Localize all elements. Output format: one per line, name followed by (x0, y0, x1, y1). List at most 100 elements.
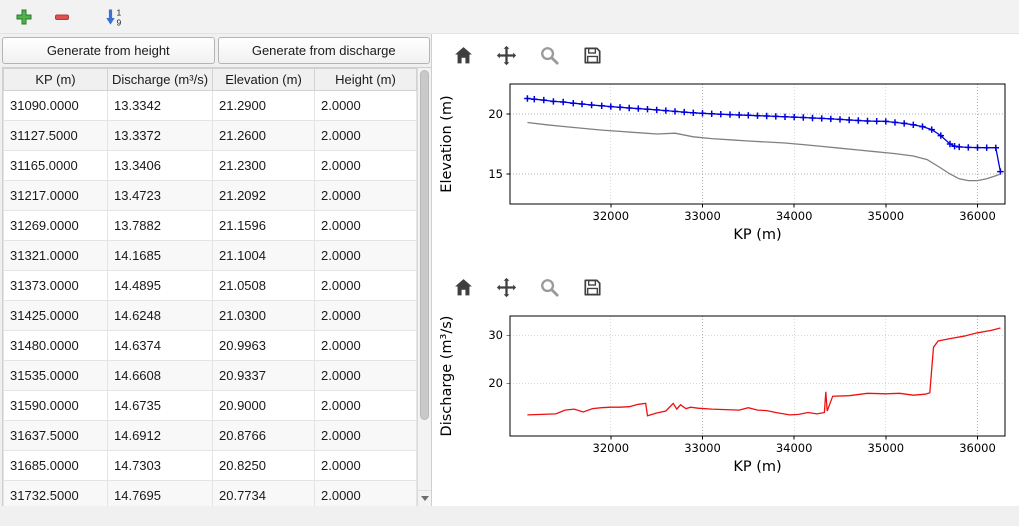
table-cell[interactable]: 14.7303 (107, 450, 213, 481)
table-cell[interactable]: 31637.5000 (3, 420, 108, 451)
table-cell[interactable]: 31535.0000 (3, 360, 108, 391)
sort-rows-button[interactable]: 1 9 (100, 4, 128, 30)
zoom-icon (540, 278, 559, 297)
table-cell[interactable]: 31732.5000 (3, 480, 108, 506)
table-cell[interactable]: 2.0000 (314, 390, 417, 421)
svg-text:35000: 35000 (868, 209, 905, 223)
discharge-line (527, 327, 1001, 417)
table-cell[interactable]: 13.4723 (107, 180, 213, 211)
table-row: 31321.0000 14.1685 21.1004 2.0000 (3, 240, 417, 271)
table-cell[interactable]: 2.0000 (314, 240, 417, 271)
svg-text:Elevation (m): Elevation (m) (439, 95, 455, 192)
table-cell[interactable]: 2.0000 (314, 120, 417, 151)
table-cell[interactable]: 21.0300 (212, 300, 315, 331)
zoom-button[interactable] (534, 40, 564, 70)
table-cell[interactable]: 2.0000 (314, 150, 417, 181)
table-cell[interactable]: 31425.0000 (3, 300, 108, 331)
table-cell[interactable]: 14.4895 (107, 270, 213, 301)
table-cell[interactable]: 20.8766 (212, 420, 315, 451)
table-cell[interactable]: 2.0000 (314, 330, 417, 361)
home-button[interactable] (448, 272, 478, 302)
table-cell[interactable]: 20.9963 (212, 330, 315, 361)
column-header[interactable]: Elevation (m) (212, 68, 315, 91)
table-cell[interactable]: 13.3372 (107, 120, 213, 151)
table-row: 31425.0000 14.6248 21.0300 2.0000 (3, 300, 417, 331)
table-cell[interactable]: 2.0000 (314, 480, 417, 506)
table-cell[interactable]: 21.2600 (212, 120, 315, 151)
table-cell[interactable]: 21.2900 (212, 90, 315, 121)
table-cell[interactable]: 31590.0000 (3, 390, 108, 421)
svg-text:KP (m): KP (m) (733, 227, 781, 243)
table-container: KP (m) Discharge (m³/s) Elevation (m) Heigh… (2, 67, 431, 506)
table-cell[interactable]: 31217.0000 (3, 180, 108, 211)
svg-text:33000: 33000 (684, 441, 721, 455)
scrollbar-thumb[interactable] (420, 70, 429, 421)
table-cell[interactable]: 14.6374 (107, 330, 213, 361)
table-cell[interactable]: 21.1596 (212, 210, 315, 241)
table-row: 31637.5000 14.6912 20.8766 2.0000 (3, 420, 417, 451)
pan-button[interactable] (491, 272, 521, 302)
elevation-markers (524, 95, 1004, 175)
table-cell[interactable]: 31269.0000 (3, 210, 108, 241)
table-cell[interactable]: 31685.0000 (3, 450, 108, 481)
home-button[interactable] (448, 40, 478, 70)
table-row: 31127.5000 13.3372 21.2600 2.0000 (3, 120, 417, 151)
table-cell[interactable]: 2.0000 (314, 210, 417, 241)
scrollbar-down-button[interactable] (418, 490, 431, 506)
table-cell[interactable]: 21.1004 (212, 240, 315, 271)
table-cell[interactable]: 31480.0000 (3, 330, 108, 361)
save-button[interactable] (577, 272, 607, 302)
data-table: KP (m) Discharge (m³/s) Elevation (m) Heigh… (3, 68, 417, 506)
table-cell[interactable]: 2.0000 (314, 270, 417, 301)
save-button[interactable] (577, 40, 607, 70)
table-cell[interactable]: 31090.0000 (3, 90, 108, 121)
table-scrollbar[interactable] (417, 68, 431, 506)
save-icon (583, 46, 601, 64)
svg-text:20: 20 (488, 107, 503, 121)
svg-text:36000: 36000 (959, 441, 996, 455)
table-cell[interactable]: 20.9000 (212, 390, 315, 421)
table-cell[interactable]: 2.0000 (314, 360, 417, 391)
table-cell[interactable]: 21.2300 (212, 150, 315, 181)
table-row: 31732.5000 14.7695 20.7734 2.0000 (3, 480, 417, 506)
pan-button[interactable] (491, 40, 521, 70)
table-cell[interactable]: 31165.0000 (3, 150, 108, 181)
zoom-button[interactable] (534, 272, 564, 302)
table-cell[interactable]: 13.3342 (107, 90, 213, 121)
table-cell[interactable]: 14.6248 (107, 300, 213, 331)
table-cell[interactable]: 31127.5000 (3, 120, 108, 151)
discharge-chart: 32000 33000 34000 35000 36000 20 30 KP (m) Disch… (434, 306, 1017, 484)
generate-from-height-button[interactable]: Generate from height (2, 37, 215, 64)
svg-text:15: 15 (488, 167, 503, 181)
table-cell[interactable]: 14.7695 (107, 480, 213, 506)
table-cell[interactable]: 2.0000 (314, 450, 417, 481)
remove-row-button[interactable] (48, 4, 76, 30)
table-cell[interactable]: 20.9337 (212, 360, 315, 391)
charts-panel: 32000 33000 34000 35000 36000 15 20 KP (m) Eleva… (431, 34, 1019, 506)
table-header: KP (m) Discharge (m³/s) Elevation (m) Heigh… (3, 68, 417, 91)
table-cell[interactable]: 2.0000 (314, 180, 417, 211)
app-window: 1 9 Generate from height Generate from d… (0, 4, 1019, 506)
table-cell[interactable]: 2.0000 (314, 90, 417, 121)
column-header[interactable]: Height (m) (314, 68, 417, 91)
table-cell[interactable]: 2.0000 (314, 420, 417, 451)
table-cell[interactable]: 31321.0000 (3, 240, 108, 271)
generate-from-discharge-button[interactable]: Generate from discharge (217, 37, 430, 64)
table-cell[interactable]: 2.0000 (314, 300, 417, 331)
column-header[interactable]: Discharge (m³/s) (107, 68, 213, 91)
table-cell[interactable]: 20.8250 (212, 450, 315, 481)
table-cell[interactable]: 31373.0000 (3, 270, 108, 301)
home-icon (454, 278, 472, 295)
table-cell[interactable]: 21.0508 (212, 270, 315, 301)
table-cell[interactable]: 21.2092 (212, 180, 315, 211)
table-cell[interactable]: 20.7734 (212, 480, 315, 506)
table-cell[interactable]: 14.6608 (107, 360, 213, 391)
table-row: 31535.0000 14.6608 20.9337 2.0000 (3, 360, 417, 391)
column-header[interactable]: KP (m) (3, 68, 108, 91)
table-cell[interactable]: 14.1685 (107, 240, 213, 271)
table-cell[interactable]: 14.6735 (107, 390, 213, 421)
add-row-button[interactable] (10, 4, 38, 30)
table-cell[interactable]: 13.3406 (107, 150, 213, 181)
table-cell[interactable]: 13.7882 (107, 210, 213, 241)
table-cell[interactable]: 14.6912 (107, 420, 213, 451)
